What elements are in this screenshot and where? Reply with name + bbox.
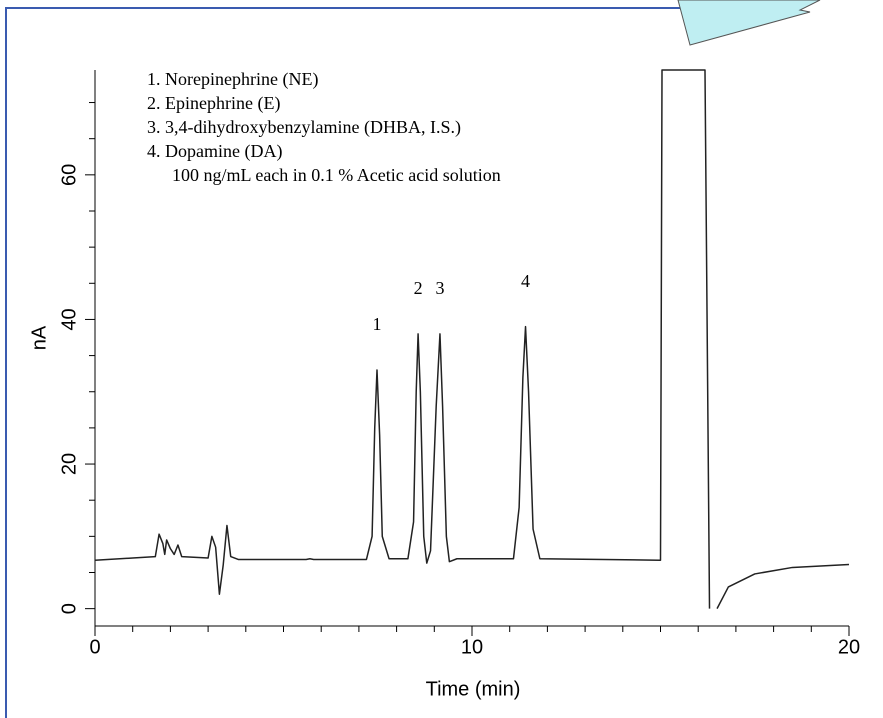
legend-line: 100 ng/mL each in 0.1 % Acetic acid solu…	[172, 165, 501, 185]
peak-label: 1	[372, 314, 381, 334]
x-tick-label: 20	[838, 636, 860, 658]
peak-label: 4	[521, 271, 530, 291]
trace	[94, 69, 850, 609]
y-tick-label: 60	[58, 164, 80, 186]
legend-line: 3. 3,4-dihydroxybenzylamine (DHBA, I.S.)	[147, 117, 461, 138]
x-tick-label: 10	[461, 636, 483, 658]
peak-label: 2	[414, 278, 423, 298]
x-axis-label: Time (min)	[426, 678, 521, 700]
peak-label: 3	[435, 278, 444, 298]
frame	[5, 7, 690, 718]
y-tick-label: 0	[58, 603, 80, 614]
x-tick-label: 0	[89, 636, 100, 658]
y-axis-label: nA	[28, 325, 50, 350]
legend-line: 2. Epinephrine (E)	[147, 93, 280, 114]
callout	[677, 0, 821, 46]
y-tick-label: 40	[58, 308, 80, 330]
y-tick-label: 20	[58, 453, 80, 475]
legend-line: 1. Norepinephrine (NE)	[147, 69, 318, 90]
legend-line: 4. Dopamine (DA)	[147, 141, 282, 162]
